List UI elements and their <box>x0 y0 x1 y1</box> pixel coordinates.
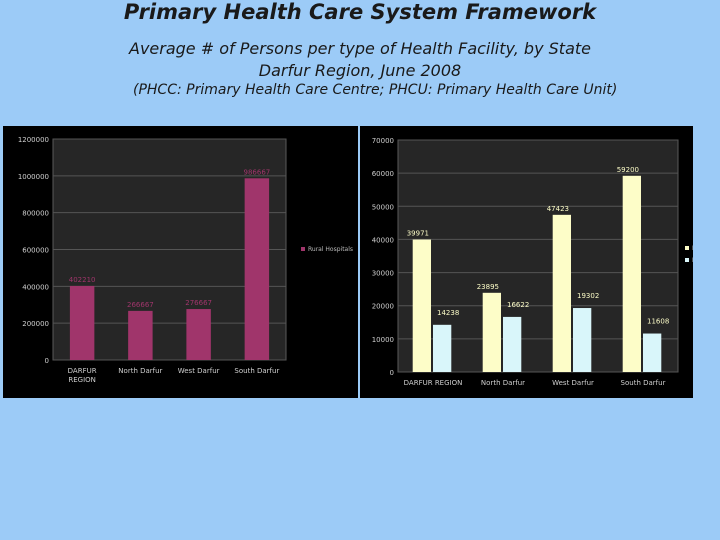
data-label: 14238 <box>437 309 459 317</box>
y-tick-label: 800000 <box>22 210 49 218</box>
bar-value <box>69 285 95 360</box>
y-tick-label: 0 <box>390 369 394 377</box>
legend-label: PHCUs <box>692 257 693 264</box>
bar-value <box>128 310 153 360</box>
phc-chart-panel: 0 10000 20000 30000 40000 50000 60000 70000 3997… <box>360 126 693 398</box>
x-tick-label: DARFUR REGION <box>404 379 463 387</box>
y-tick-label: 40000 <box>372 236 394 244</box>
y-tick-label: 200000 <box>22 320 49 328</box>
data-label: 11608 <box>647 318 669 326</box>
legend-swatch <box>685 258 689 262</box>
bar-phcus <box>503 316 522 372</box>
y-tick-label: 0 <box>45 357 49 365</box>
y-tick-label: 600000 <box>22 247 49 255</box>
x-tick-label: REGION <box>68 376 96 384</box>
y-tick-label: 60000 <box>372 170 394 178</box>
bar-phcus <box>573 308 592 372</box>
x-tick-label: West Darfur <box>178 367 220 375</box>
x-tick-label: North Darfur <box>118 367 162 375</box>
y-tick-label: 70000 <box>372 137 394 145</box>
legend-label: Rural Hospitals <box>308 246 353 253</box>
page-title: Primary Health Care System Framework <box>123 0 597 24</box>
data-label: 16622 <box>507 301 529 309</box>
legend-swatch <box>685 246 689 250</box>
data-label: 59200 <box>617 166 639 174</box>
x-tick-label: West Darfur <box>552 379 594 387</box>
x-tick-label: North Darfur <box>481 379 525 387</box>
x-tick-label: South Darfur <box>234 367 279 375</box>
data-label: 986667 <box>244 168 271 176</box>
rural-hospitals-chart-panel: 0 200000 400000 600000 800000 1000000 1200000 4… <box>3 126 358 398</box>
page-subtitle: Average # of Persons per type of Health … <box>129 39 591 58</box>
y-tick-label: 20000 <box>372 303 394 311</box>
legend-swatch <box>301 247 305 251</box>
legend-label: PHCCs <box>692 245 693 252</box>
page-subtitle-region: Darfur Region, June 2008 <box>258 61 462 80</box>
bar-phccs <box>622 175 641 372</box>
data-label: 266667 <box>127 301 154 309</box>
data-label: 276667 <box>185 299 212 307</box>
phcc-phcu-chart: 0 10000 20000 30000 40000 50000 60000 70000 3997… <box>372 137 693 387</box>
data-label: 23895 <box>477 283 499 291</box>
bar-phcus <box>643 333 662 372</box>
bar-phccs <box>412 239 431 372</box>
bar-phcus <box>433 324 452 372</box>
data-label: 47423 <box>547 205 569 213</box>
bar-phccs <box>482 292 501 372</box>
bar-value <box>244 178 270 360</box>
x-tick-label: South Darfur <box>621 379 666 387</box>
data-label: 402210 <box>69 276 96 284</box>
rural-hospitals-chart: 0 200000 400000 600000 800000 1000000 1200000 4… <box>18 136 353 384</box>
y-tick-label: 1200000 <box>18 136 49 144</box>
y-tick-label: 10000 <box>372 336 394 344</box>
y-tick-label: 1000000 <box>18 173 49 181</box>
bar-phccs <box>552 214 571 372</box>
y-tick-label: 30000 <box>372 270 394 278</box>
bar-value <box>186 309 211 360</box>
data-label: 19302 <box>577 292 599 300</box>
y-tick-label: 400000 <box>22 283 49 291</box>
data-label: 39971 <box>407 230 429 238</box>
abbreviation-note: (PHCC: Primary Health Care Centre; PHCU:… <box>133 82 618 98</box>
y-tick-label: 50000 <box>372 203 394 211</box>
x-tick-label: DARFUR <box>68 367 97 375</box>
